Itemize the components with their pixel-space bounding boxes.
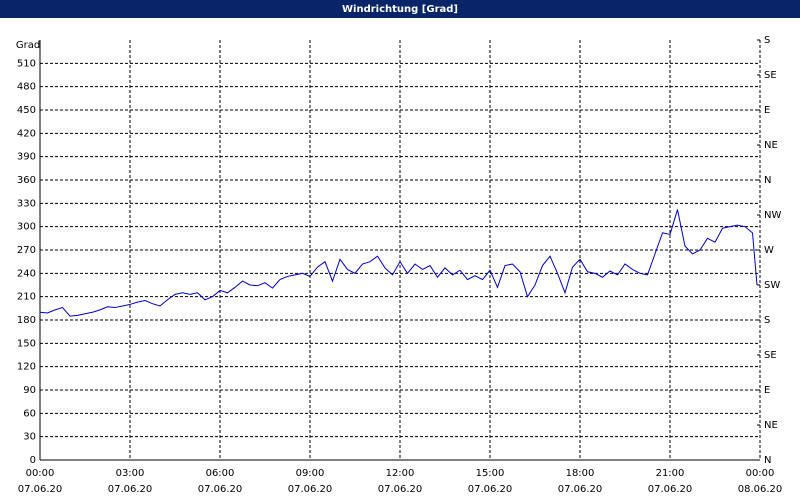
y-tick-label: 30: [23, 432, 36, 443]
y-tick-label: 180: [17, 315, 36, 326]
y-tick-label: 0: [30, 455, 36, 466]
chart-title: Windrichtung [Grad]: [342, 4, 458, 15]
y-axis-label: Grad: [16, 40, 40, 51]
x-tick-label: 00:00: [746, 468, 775, 479]
y2-tick-label: NE: [764, 140, 778, 151]
y-tick-label: 150: [17, 338, 36, 349]
y-tick-label: 330: [17, 198, 36, 209]
x-tick-date: 07.06.20: [18, 484, 63, 495]
y-tick-label: 360: [17, 175, 36, 186]
y-tick-label: 210: [17, 292, 36, 303]
title-bar: [0, 0, 800, 18]
x-tick-date: 07.06.20: [198, 484, 243, 495]
x-tick-label: 12:00: [386, 468, 415, 479]
data-line: [39, 209, 758, 317]
x-tick-label: 03:00: [116, 468, 145, 479]
x-tick-label: 15:00: [476, 468, 505, 479]
y2-tick-label: SW: [764, 280, 780, 291]
y2-tick-label: SE: [764, 350, 777, 361]
y-tick-label: 450: [17, 105, 36, 116]
x-tick-date: 07.06.20: [468, 484, 513, 495]
y2-tick-label: SE: [764, 70, 777, 81]
y2-tick-label: S: [764, 35, 770, 46]
x-tick-label: 09:00: [296, 468, 325, 479]
x-tick-date: 07.06.20: [108, 484, 153, 495]
x-tick-date: 07.06.20: [558, 484, 603, 495]
y-tick-label: 240: [17, 268, 36, 279]
y-tick-label: 510: [17, 58, 36, 69]
x-tick-label: 06:00: [206, 468, 235, 479]
y2-tick-label: NE: [764, 420, 778, 431]
y-tick-label: 390: [17, 152, 36, 163]
y-tick-label: 90: [23, 385, 36, 396]
y2-tick-label: W: [764, 245, 774, 256]
x-tick-date: 07.06.20: [288, 484, 333, 495]
x-tick-label: 21:00: [656, 468, 685, 479]
x-tick-date: 08.06.20: [738, 484, 783, 495]
x-tick-date: 07.06.20: [648, 484, 693, 495]
y-tick-label: 120: [17, 362, 36, 373]
y-tick-label: 270: [17, 245, 36, 256]
y2-tick-label: NW: [764, 210, 781, 221]
x-tick-label: 00:00: [26, 468, 55, 479]
y-tick-label: 480: [17, 82, 36, 93]
y2-tick-label: E: [764, 105, 770, 116]
x-tick-label: 18:00: [566, 468, 595, 479]
y2-tick-label: N: [764, 175, 771, 186]
y-tick-label: 300: [17, 222, 36, 233]
y-tick-label: 420: [17, 128, 36, 139]
y2-tick-label: S: [764, 315, 770, 326]
y2-tick-label: E: [764, 385, 770, 396]
y-tick-label: 60: [23, 408, 36, 419]
y2-tick-label: N: [764, 455, 771, 466]
x-tick-date: 07.06.20: [378, 484, 423, 495]
